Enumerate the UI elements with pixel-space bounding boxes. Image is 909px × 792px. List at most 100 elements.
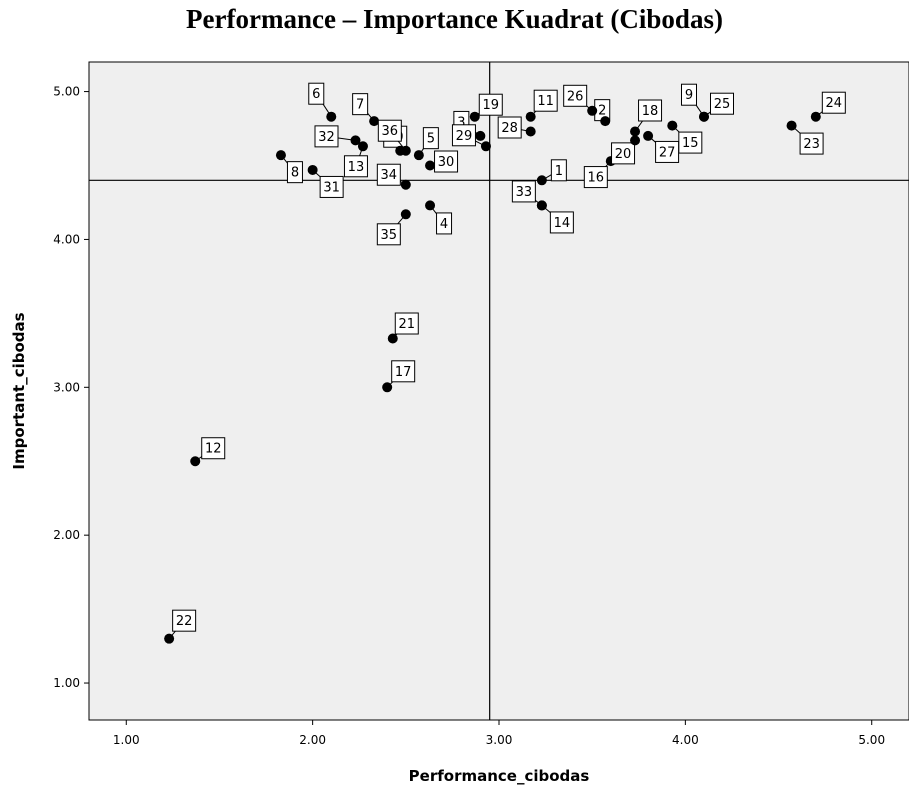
point-label: 31 — [323, 180, 340, 195]
point-marker — [525, 126, 536, 137]
point-label-box — [611, 142, 636, 165]
point-label-box — [511, 180, 536, 203]
point-label: 35 — [381, 228, 398, 243]
point-marker — [400, 145, 411, 156]
point-marker — [387, 333, 398, 344]
point-label-box — [655, 140, 680, 163]
point-label: 32 — [318, 130, 335, 145]
point-label: 14 — [554, 216, 571, 231]
point-label-box — [638, 99, 663, 122]
point-label-box — [377, 119, 402, 142]
point-label: 23 — [803, 137, 820, 152]
data-point: 27 — [643, 130, 680, 163]
y-axis-ticks: 1.00 2.00 3.00 4.00 5.00 — [53, 85, 89, 690]
reference-lines — [89, 62, 909, 720]
point-label-box — [319, 175, 344, 198]
data-point: 28 — [497, 116, 536, 139]
point-marker — [536, 175, 547, 186]
point-marker — [480, 141, 491, 152]
data-point: 6 — [308, 82, 337, 122]
y-axis-title: Important_cibodas — [10, 312, 28, 469]
point-label: 27 — [659, 145, 676, 160]
data-point: 7 — [352, 93, 380, 127]
chart-title: Performance – Importance Kuadrat (Ciboda… — [186, 4, 723, 34]
plot-area — [88, 61, 909, 721]
data-point: 35 — [376, 209, 411, 246]
point-marker — [357, 141, 368, 152]
point-label: 11 — [537, 94, 554, 109]
x-tick-label: 2.00 — [299, 733, 326, 747]
point-label: 7 — [356, 98, 364, 113]
point-label: 36 — [382, 124, 399, 139]
point-marker — [350, 135, 361, 146]
point-label: 15 — [682, 136, 699, 151]
x-axis-ticks: 1.00 2.00 3.00 4.00 5.00 — [113, 720, 885, 747]
point-marker — [469, 111, 480, 122]
point-label: 3 — [457, 115, 465, 130]
data-point: 8 — [275, 150, 303, 184]
point-marker — [525, 111, 536, 122]
x-axis-title: Performance_cibodas — [409, 767, 590, 785]
data-point: 11 — [525, 89, 558, 122]
point-marker — [164, 633, 175, 644]
point-label-box — [376, 223, 401, 246]
point-label-box — [434, 150, 459, 173]
point-label-box — [352, 93, 369, 116]
data-point: 31 — [307, 164, 344, 198]
data-points: 1234567891011121314151617181920212223242… — [164, 82, 846, 644]
point-label: 33 — [516, 185, 533, 200]
point-label: 17 — [395, 365, 412, 380]
point-marker — [400, 209, 411, 220]
point-marker — [400, 179, 411, 190]
point-marker — [600, 116, 611, 127]
point-marker — [425, 160, 436, 171]
data-point: 32 — [314, 125, 361, 148]
point-label: 13 — [348, 160, 365, 175]
point-label-box — [308, 82, 325, 105]
point-label: 29 — [456, 129, 473, 144]
y-tick-label: 2.00 — [53, 528, 80, 542]
data-point: 12 — [190, 437, 226, 467]
data-point: 33 — [511, 180, 547, 211]
point-label-box — [376, 163, 401, 186]
point-label-box — [422, 127, 439, 150]
point-label: 8 — [291, 166, 299, 181]
point-label: 30 — [438, 155, 455, 170]
point-label-box — [201, 437, 226, 460]
point-label: 12 — [205, 442, 222, 457]
y-tick-label: 1.00 — [53, 676, 80, 690]
point-label-box — [549, 211, 574, 234]
point-marker — [587, 105, 598, 116]
point-marker — [643, 130, 654, 141]
point-marker — [810, 111, 821, 122]
point-marker — [275, 150, 286, 161]
point-label: 34 — [381, 168, 398, 183]
data-point: 17 — [382, 360, 416, 393]
point-label-box — [563, 84, 588, 107]
point-label: 25 — [714, 97, 731, 112]
point-label: 24 — [826, 96, 843, 111]
point-marker — [699, 111, 709, 122]
point-label: 9 — [685, 88, 693, 103]
data-point: 15 — [667, 120, 703, 154]
y-tick-label: 4.00 — [53, 232, 80, 246]
data-point: 1 — [536, 159, 567, 186]
data-point: 13 — [343, 141, 368, 178]
point-marker — [630, 126, 641, 137]
point-label-box — [681, 83, 697, 106]
point-label-box — [286, 161, 303, 184]
point-label-box — [436, 212, 453, 235]
y-tick-label: 5.00 — [53, 85, 80, 99]
point-label: 16 — [588, 171, 605, 186]
point-marker — [307, 164, 318, 175]
data-point: 36 — [377, 119, 411, 156]
data-point: 5 — [413, 127, 439, 161]
data-point: 30 — [425, 150, 459, 173]
point-label: 20 — [615, 147, 632, 162]
point-label: 4 — [440, 217, 448, 232]
data-point: 20 — [611, 135, 641, 165]
x-tick-label: 5.00 — [858, 733, 885, 747]
point-label: 28 — [501, 121, 518, 136]
data-point: 34 — [376, 163, 411, 190]
